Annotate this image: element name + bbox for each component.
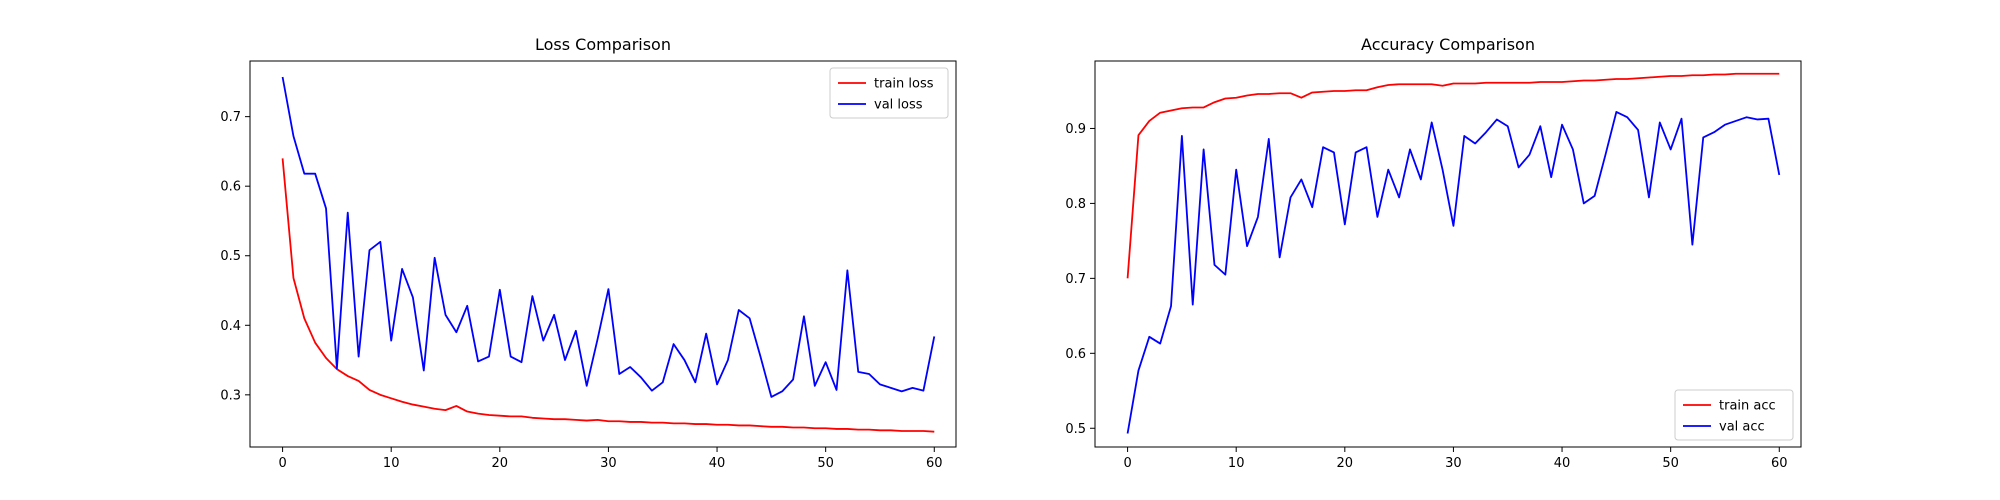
x-tick-label: 60 (1771, 456, 1788, 471)
chart-title: Accuracy Comparison (1361, 35, 1535, 54)
y-tick-label: 0.9 (1065, 122, 1086, 137)
y-tick-label: 0.5 (220, 249, 241, 264)
y-tick-label: 0.5 (1065, 422, 1086, 437)
plot-area (1094, 60, 1802, 448)
x-tick-label: 60 (926, 456, 943, 471)
series-line-train-loss (281, 158, 935, 433)
legend: train loss val loss (829, 67, 949, 119)
legend-label: val loss (874, 98, 923, 113)
legend-label: train acc (1719, 399, 1776, 414)
legend-label: val acc (1719, 420, 1765, 435)
legend-label: train loss (874, 77, 934, 92)
loss-chart: Loss Comparison 0 10 20 30 40 50 60 0.3 0.4 0.5 0.6… (220, 35, 957, 471)
x-tick-label: 30 (600, 456, 617, 471)
accuracy-chart: Accuracy Comparison 0 10 20 30 40 50 60 0.5 0.6 0.… (1065, 35, 1802, 471)
x-tick-label: 50 (817, 456, 834, 471)
legend: train acc val acc (1674, 389, 1794, 441)
y-tick-label: 0.6 (220, 180, 241, 195)
x-tick-label: 10 (1228, 456, 1245, 471)
y-tick-label: 0.6 (1065, 347, 1086, 362)
legend-box (829, 67, 949, 119)
y-tick-label: 0.4 (220, 319, 241, 334)
y-tick-label: 0.8 (1065, 197, 1086, 212)
x-tick-label: 0 (278, 456, 286, 471)
x-tick-label: 40 (1554, 456, 1571, 471)
legend-box (1674, 389, 1794, 441)
series-line-val-loss (281, 76, 936, 398)
x-tick-label: 0 (1123, 456, 1131, 471)
x-tick-label: 20 (492, 456, 509, 471)
x-tick-label: 20 (1337, 456, 1354, 471)
chart-title: Loss Comparison (535, 35, 671, 54)
x-tick-label: 10 (383, 456, 400, 471)
plot-area (249, 60, 957, 448)
x-tick-label: 30 (1445, 456, 1462, 471)
x-tick-label: 40 (709, 456, 726, 471)
series-line-train-acc (1126, 72, 1780, 279)
y-tick-label: 0.3 (220, 388, 241, 403)
y-tick-label: 0.7 (220, 110, 241, 125)
series-line-val-acc (1126, 111, 1781, 434)
x-tick-label: 50 (1662, 456, 1679, 471)
y-tick-label: 0.7 (1065, 272, 1086, 287)
